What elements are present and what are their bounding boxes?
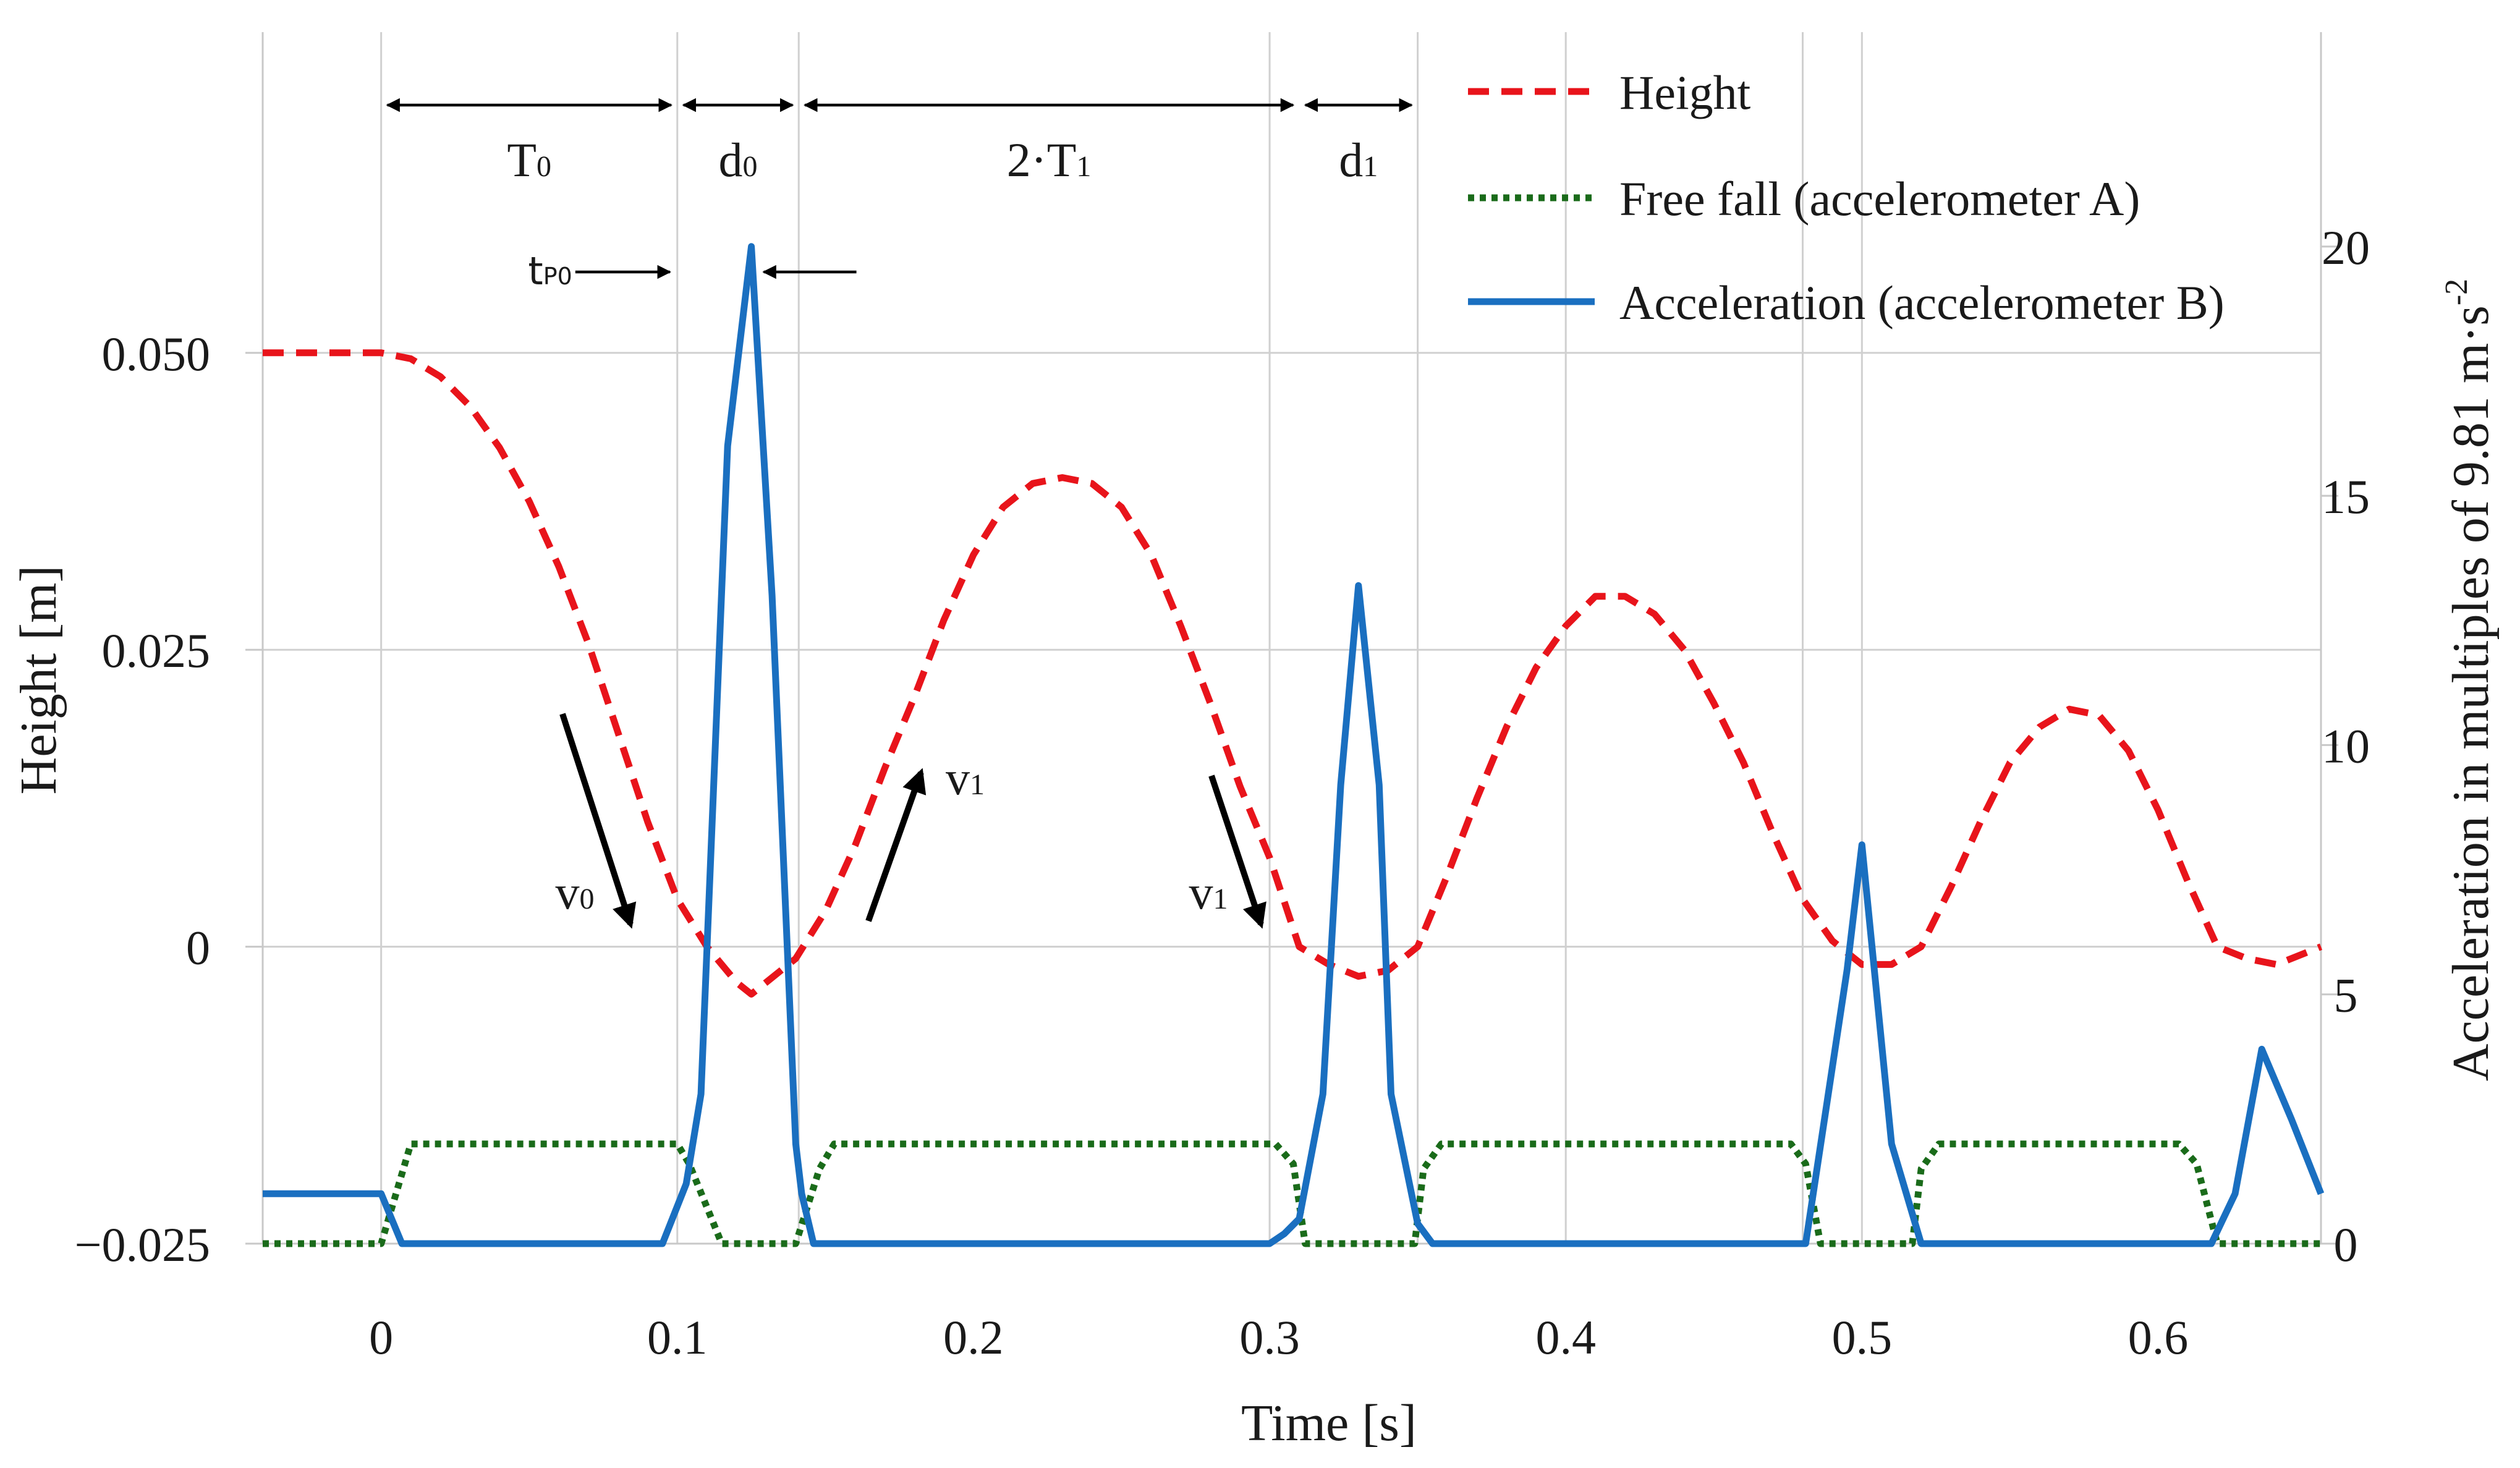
y-axis-left-label: Height [m] <box>10 566 67 795</box>
y-axis-right-label-sup: -2 <box>2439 279 2474 305</box>
velocity-arrow-down <box>1208 774 1266 929</box>
y-axis-right-label-main: Acceleration in multiples of 9.81 m·s <box>2442 305 2500 1081</box>
interval-label: d1 <box>1339 133 1378 187</box>
legend-entry: Free fall (accelerometer A) <box>1619 172 2140 226</box>
y-left-tick-label: −0.025 <box>75 1218 211 1271</box>
x-tick-label: 0.2 <box>943 1310 1004 1364</box>
interval-label: T0 <box>507 133 551 187</box>
legend-entry: Acceleration (accelerometer B) <box>1619 276 2225 329</box>
y-axis-right-label: Acceleration in multiples of 9.81 m·s-2 <box>2439 279 2500 1081</box>
pulse-label-main: t <box>528 248 543 294</box>
series-line-free-fall-accelerometer-a <box>263 1140 2321 1247</box>
series-layer <box>263 243 2325 1247</box>
velocity-label-sub: 0 <box>580 883 595 915</box>
x-tick-label: 0.5 <box>1832 1310 1893 1364</box>
interval-label-sub: 0 <box>537 150 551 183</box>
x-tick-label: 0.1 <box>647 1310 708 1364</box>
velocity-label-sub: 1 <box>1213 883 1228 915</box>
y-right-tick-label: 20 <box>2322 221 2370 274</box>
velocity-label: v0 <box>556 865 595 919</box>
x-tick-label: 0.4 <box>1535 1310 1596 1364</box>
velocity-arrow-up <box>865 768 927 922</box>
velocity-label-main: v <box>556 865 580 919</box>
y-left-tick-label: 0.050 <box>102 327 211 381</box>
axes: 0 0.1 0.2 0.3 0.4 0.5 0.60.0500.0250−0.0252015… <box>75 32 2370 1364</box>
interval-label-sub: 0 <box>743 150 758 183</box>
y-left-tick-label: 0 <box>186 921 210 975</box>
series-line-acceleration-accelerometer-b <box>263 243 2325 1247</box>
interval-label: d0 <box>719 133 758 187</box>
x-tick-label: 0 <box>369 1310 393 1364</box>
velocity-label: v1 <box>1189 865 1228 919</box>
legend-entry: Height <box>1619 66 1751 119</box>
gridlines <box>263 32 2321 1244</box>
interval-label-main: d <box>1339 133 1363 187</box>
plot-background <box>263 32 2321 1244</box>
interval-label-sub: 1 <box>1076 150 1091 183</box>
interval-label-sub: 1 <box>1363 150 1378 183</box>
interval-label-main: d <box>719 133 743 187</box>
y-left-tick-label: 0.025 <box>102 624 211 677</box>
velocity-arrow-down <box>559 713 637 929</box>
legend: Height Free fall (accelerometer A) Acceler… <box>1468 66 2225 329</box>
velocity-label-main: v <box>946 751 970 805</box>
interval-label: 2·T1 <box>1007 133 1092 187</box>
series-line-height <box>263 349 2323 998</box>
x-tick-label: 0.6 <box>2128 1310 2189 1364</box>
y-right-tick-label: 15 <box>2322 470 2370 524</box>
interval-label-main: 2·T <box>1007 133 1077 187</box>
x-axis-label: Time [s] <box>1241 1394 1417 1452</box>
y-right-tick-label: 5 <box>2334 969 2358 1022</box>
y-right-tick-label: 0 <box>2334 1218 2358 1271</box>
x-tick-label: 0.3 <box>1239 1310 1300 1364</box>
pulse-label-sub: P0 <box>543 263 572 290</box>
y-right-tick-label: 10 <box>2322 719 2370 773</box>
velocity-label-main: v <box>1189 865 1213 919</box>
pulse-label: tP0 <box>528 248 572 294</box>
interval-label-main: T <box>507 133 537 187</box>
velocity-label: v1 <box>946 751 985 805</box>
velocity-label-sub: 1 <box>970 768 985 801</box>
